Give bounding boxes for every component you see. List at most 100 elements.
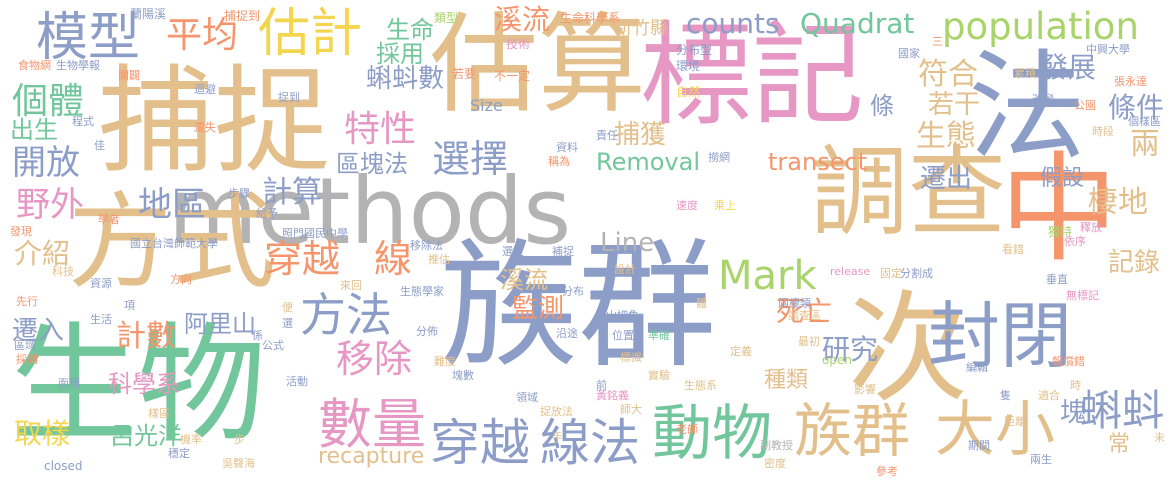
cloud-word: 方法 bbox=[300, 288, 392, 342]
cloud-word: 區塊法 bbox=[336, 150, 408, 178]
cloud-word: 族群 bbox=[794, 397, 911, 465]
cloud-word: 次 bbox=[848, 280, 968, 419]
cloud-word: 資源 bbox=[90, 277, 112, 290]
cloud-word: 移除 bbox=[336, 337, 413, 381]
cloud-word: 分布 bbox=[562, 285, 584, 298]
cloud-word: 蝌蚪 bbox=[1080, 386, 1165, 435]
cloud-word: 編輯 bbox=[966, 361, 988, 374]
cloud-word: 三 bbox=[932, 35, 943, 48]
cloud-word: 兩 bbox=[1130, 127, 1160, 162]
cloud-word: 採到 bbox=[16, 353, 38, 366]
cloud-word: 記錄 bbox=[1108, 248, 1161, 278]
cloud-word: 開闢 bbox=[118, 69, 140, 82]
cloud-word: 介紹 bbox=[14, 237, 71, 270]
cloud-word: 體 bbox=[696, 297, 707, 310]
cloud-word: 照門國民中學 bbox=[282, 227, 348, 240]
cloud-word: 步驟 bbox=[228, 187, 250, 200]
cloud-word: 面積 bbox=[58, 377, 80, 390]
cloud-word: 標識 bbox=[620, 351, 642, 364]
cloud-word: 捕捉到 bbox=[224, 9, 261, 23]
cloud-word: 監測 bbox=[512, 294, 565, 324]
cloud-word: 種類 bbox=[764, 368, 809, 393]
cloud-word: 穩定 bbox=[168, 447, 190, 460]
cloud-word: 推估 bbox=[428, 253, 450, 266]
cloud-word: 項 bbox=[124, 299, 135, 312]
cloud-word: 手 bbox=[552, 431, 563, 444]
cloud-word: 迴避 bbox=[194, 83, 216, 96]
cloud-word: 生命科學系 bbox=[560, 11, 621, 25]
cloud-word: 棲地 bbox=[1088, 185, 1148, 220]
cloud-word: 選擇 bbox=[432, 137, 509, 181]
cloud-word: 取樣 bbox=[14, 417, 71, 450]
cloud-word: 生物 bbox=[10, 311, 267, 460]
cloud-word: 捕捉 bbox=[98, 54, 330, 189]
cloud-word: 發現 bbox=[10, 225, 32, 238]
cloud-word: 吳聲海 bbox=[222, 457, 255, 470]
cloud-word: 補捉 bbox=[552, 245, 574, 258]
cloud-word: 個樣區 bbox=[1128, 115, 1161, 128]
cloud-word: 技術 bbox=[506, 37, 531, 51]
cloud-word: 累積 bbox=[1014, 67, 1036, 80]
cloud-word: 生態學家 bbox=[400, 285, 444, 298]
cloud-word: 自然 bbox=[676, 85, 701, 99]
cloud-word: 溪流 bbox=[494, 3, 551, 36]
cloud-word: 選 bbox=[282, 317, 293, 330]
cloud-word: 計算 bbox=[262, 175, 322, 210]
cloud-word: 條件 bbox=[1108, 91, 1165, 124]
cloud-word: 係 bbox=[252, 329, 263, 342]
cloud-word: 科技 bbox=[52, 265, 74, 278]
cloud-word: 法 bbox=[968, 38, 1087, 176]
cloud-word: 副教授 bbox=[760, 439, 793, 452]
cloud-word: 時 bbox=[1070, 379, 1081, 392]
cloud-word: 生活 bbox=[90, 313, 112, 326]
cloud-word: 責任 bbox=[596, 129, 618, 142]
cloud-word: 蝌蚪數 bbox=[366, 64, 445, 94]
cloud-word: 線法 bbox=[540, 414, 640, 472]
cloud-word: 老師 bbox=[676, 423, 698, 436]
cloud-word: 時段 bbox=[1092, 125, 1114, 138]
cloud-word: 出生 bbox=[10, 116, 58, 144]
cloud-word: 兩棲類 bbox=[778, 297, 811, 310]
cloud-word: 獨特 bbox=[1048, 225, 1073, 239]
cloud-word: 依序 bbox=[1064, 235, 1086, 248]
cloud-word: release bbox=[830, 265, 871, 278]
cloud-word: 步 bbox=[234, 433, 245, 446]
cloud-word: 調查區 bbox=[788, 309, 821, 322]
cloud-word: 參考 bbox=[876, 465, 898, 478]
cloud-word: 計數 bbox=[116, 319, 176, 354]
cloud-word: 若要 bbox=[452, 67, 477, 81]
cloud-word: 準確 bbox=[648, 329, 670, 342]
cloud-word: 程式 bbox=[72, 115, 94, 128]
cloud-word: 資料 bbox=[556, 141, 578, 154]
cloud-word: 溪流 bbox=[500, 266, 548, 294]
cloud-word: 環境 bbox=[676, 59, 701, 73]
cloud-word: 生態系 bbox=[684, 379, 717, 392]
cloud-word: 地區 bbox=[138, 185, 206, 225]
cloud-word: 動物 bbox=[652, 399, 772, 469]
cloud-word: 新竹縣 bbox=[614, 18, 668, 39]
cloud-word: methods bbox=[168, 158, 572, 265]
cloud-word: 來回 bbox=[340, 279, 362, 292]
cloud-word: 移除法 bbox=[410, 239, 443, 252]
cloud-word: 研究 bbox=[822, 333, 879, 366]
cloud-word: 國家 bbox=[898, 47, 920, 60]
cloud-word: 族群 bbox=[440, 226, 717, 387]
cloud-word: 大小 bbox=[935, 395, 1055, 465]
cloud-word: Line bbox=[600, 228, 655, 258]
cloud-word: 捉到 bbox=[278, 91, 300, 104]
cloud-word: 食物網 bbox=[18, 59, 51, 72]
cloud-word: 公園 bbox=[1074, 99, 1096, 112]
cloud-word: 活動 bbox=[286, 375, 308, 388]
cloud-word: 設計 bbox=[614, 263, 636, 276]
cloud-word: 黃銘義 bbox=[596, 389, 629, 402]
cloud-word: 先行 bbox=[16, 295, 38, 308]
cloud-word: 沿途 bbox=[556, 327, 578, 340]
cloud-word: 開放 bbox=[12, 143, 80, 183]
cloud-word: Removal bbox=[596, 148, 701, 176]
cloud-word: 生態 bbox=[916, 119, 976, 154]
cloud-word: 若干 bbox=[928, 90, 981, 120]
cloud-word: 不一定 bbox=[494, 69, 531, 83]
cloud-word: 遷入 bbox=[12, 316, 65, 346]
cloud-word: 區域 bbox=[14, 339, 36, 352]
